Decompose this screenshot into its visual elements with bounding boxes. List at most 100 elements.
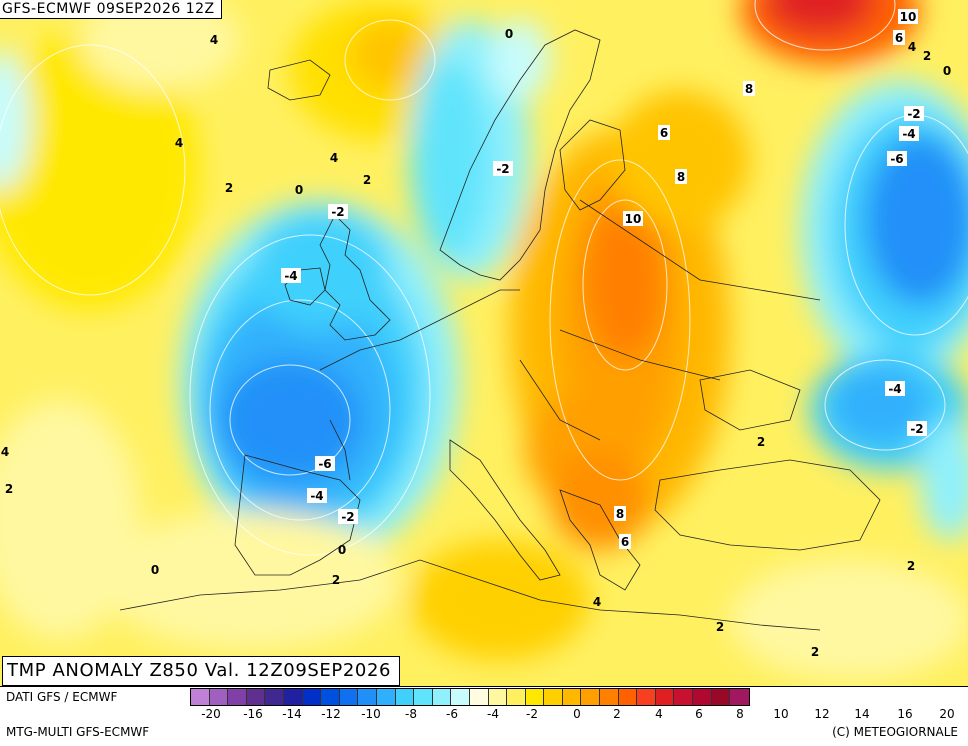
color-swatch [358,689,377,705]
contour-value-label: 4 [330,151,338,165]
contour-value-label: -2 [910,422,923,436]
contour-lines [0,0,968,556]
contour-value-label: 2 [716,620,724,634]
contour-label-background [315,456,335,471]
scale-tick-label: 10 [773,707,789,721]
contour-label-background [493,161,513,176]
scale-tick-label: 6 [695,707,703,721]
contour-value-label: 2 [332,573,340,587]
color-swatch [525,689,545,705]
contour-value-label: 2 [757,435,765,449]
contour-value-label: -6 [318,457,331,471]
contour-value-label: 0 [338,543,346,557]
contour-value-label: 0 [505,27,513,41]
color-swatch [339,689,359,705]
contour-value-label: -2 [341,510,354,524]
contour-labels: 4 042 042-2-2-4-6-4-20204210642086810-2-4-… [1,9,951,659]
color-swatch [395,689,415,705]
scale-tick-label: -12 [321,707,341,721]
color-swatch [228,689,247,705]
color-scale [190,688,750,706]
contour-value-label: 2 [923,49,931,63]
contour-label-background [338,509,358,524]
color-swatch [414,689,433,705]
contour-label-background [893,30,905,45]
color-swatch [600,689,619,705]
color-swatch [321,689,340,705]
color-scale-ticks: -20 -16 -14 -12 -10 -8 -6 -4 -2 0 2 4 6 8 10 12 14 16 20 [190,707,968,723]
contour-label-background [885,381,905,396]
contour-value-label: 6 [660,126,668,140]
color-swatch [618,689,638,705]
contour-value-label: 10 [625,212,642,226]
map-canvas: 4 042 042-2-2-4-6-4-20204210642086810-2-4-… [0,0,968,686]
contour-value-label: -2 [907,107,920,121]
color-swatch [674,689,694,705]
contour-value-label: 0 [295,183,303,197]
contour-value-label: 4 [593,595,601,609]
scale-tick-label: 0 [573,707,581,721]
color-swatch [693,689,712,705]
color-swatch [376,689,396,705]
scale-tick-label: -20 [201,707,221,721]
scale-tick-label: -2 [526,707,538,721]
contour-value-label: -4 [310,489,323,503]
scale-tick-label: -16 [243,707,263,721]
contour-value-label: -4 [284,269,297,283]
coastlines [119,29,881,631]
contour-label-background [281,268,301,283]
contour-label-background [904,106,924,121]
color-swatch [730,689,749,705]
color-swatch [655,689,675,705]
scale-tick-label: -4 [487,707,499,721]
color-swatch [562,689,582,705]
contour-label-background [907,421,927,436]
color-swatch [265,689,284,705]
contour-value-label: 4 [1,445,9,459]
credit-label: (C) METEOGIORNALE [832,725,958,739]
map-title: GFS-ECMWF 09SEP2026 12Z [0,0,222,19]
contour-value-label: 2 [363,173,371,187]
anomaly-map: 4 0 4 2 0 4 2 -2 -2 -4 -6 -4 -2 0 2 0 4 2 10 6 4 2 0 8 6 8 10 -2 -4-… [0,0,968,686]
scale-tick-label: 4 [655,707,663,721]
contour-label-background [899,126,919,141]
anomaly-field [0,0,968,680]
contour-value-label: 8 [677,170,685,184]
contour-value-label: 10 [900,10,917,24]
scale-tick-label: 8 [736,707,744,721]
color-swatch [209,689,229,705]
contour-label-background [614,506,626,521]
scale-tick-label: 12 [814,707,830,721]
color-swatch [581,689,601,705]
contour-value-label: 0 [943,64,951,78]
contour-value-label: -4 [902,127,915,141]
scale-tick-label: 20 [939,707,955,721]
contour-value-label: 8 [616,507,624,521]
contour-value-label: 8 [745,82,753,96]
contour-label-background [328,204,348,219]
contour-value-label: -2 [496,162,509,176]
contour-value-label: 0 [151,563,159,577]
model-label: MTG-MULTI GFS-ECMWF [6,725,150,739]
scale-tick-label: -14 [282,707,302,721]
contour-value-label: 2 [5,482,13,496]
color-swatch [246,689,266,705]
contour-label-background [898,9,918,24]
contour-label-background [675,169,687,184]
contour-value-label: -2 [331,205,344,219]
contour-label-background [887,151,907,166]
field-title: TMP ANOMALY Z850 Val. 12Z09SEP2026 [2,656,401,686]
scale-tick-label: -6 [446,707,458,721]
color-swatch [191,689,210,705]
color-swatch [544,689,563,705]
contour-value-label: 4 [175,136,183,150]
color-swatch [432,689,452,705]
contour-value-label: -4 [888,382,901,396]
contour-label-background [743,81,755,96]
scale-tick-label: 2 [613,707,621,721]
contour-label-background [658,125,670,140]
scale-tick-label: -8 [405,707,417,721]
contour-value-label: -6 [890,152,903,166]
contour-value-label: 4 [210,33,218,47]
color-swatch [488,689,508,705]
